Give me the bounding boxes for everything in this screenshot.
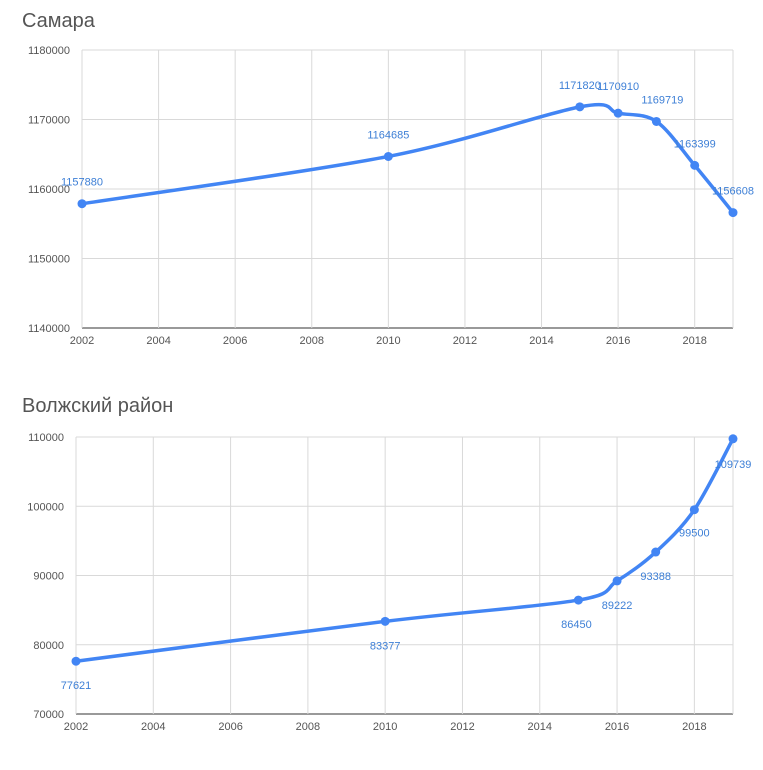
y-tick-label: 70000 <box>33 709 64 721</box>
y-tick-label: 1180000 <box>28 45 70 57</box>
x-tick-label: 2014 <box>528 721 552 733</box>
data-label: 1164685 <box>367 129 409 141</box>
data-point[interactable] <box>380 616 390 626</box>
x-tick-label: 2004 <box>146 335 170 347</box>
x-tick-label: 2018 <box>682 335 706 347</box>
data-label: 83377 <box>370 640 401 652</box>
data-label: 1156608 <box>712 186 754 198</box>
y-tick-label: 110000 <box>28 432 64 444</box>
x-tick-label: 2010 <box>376 335 400 347</box>
y-tick-label: 1170000 <box>28 115 70 127</box>
series-line <box>80 102 735 215</box>
x-tick-label: 2006 <box>223 335 247 347</box>
x-tick-label: 2002 <box>70 335 94 347</box>
x-tick-label: 2010 <box>373 721 397 733</box>
data-point[interactable] <box>612 576 622 586</box>
data-point[interactable] <box>613 108 623 118</box>
y-tick-label: 100000 <box>27 501 64 513</box>
x-tick-label: 2018 <box>682 721 706 733</box>
y-tick-label: 1160000 <box>28 184 70 196</box>
x-tick-label: 2012 <box>453 335 477 347</box>
x-tick-label: 2004 <box>141 721 165 733</box>
chart-samara: Самара 1140000 1150000 1160000 1170000 11800… <box>0 0 763 380</box>
data-label: 1170910 <box>597 81 639 93</box>
data-point[interactable] <box>71 656 81 666</box>
x-tick-label: 2008 <box>296 721 320 733</box>
data-point[interactable] <box>575 102 585 112</box>
data-label: 1157880 <box>61 177 103 189</box>
chart-title: Волжский район <box>22 395 174 417</box>
data-label: 99500 <box>679 528 710 540</box>
data-label: 89222 <box>602 600 633 612</box>
x-tick-label: 2016 <box>605 721 629 733</box>
data-label: 109739 <box>715 459 752 471</box>
chart-samara-plot: 1140000 1150000 1160000 1170000 1180000 2002 2… <box>28 45 754 347</box>
series-line <box>74 437 735 663</box>
data-label: 93388 <box>640 571 671 583</box>
data-point[interactable] <box>689 505 699 515</box>
y-tick-label: 1140000 <box>28 323 70 335</box>
data-point[interactable] <box>77 199 87 209</box>
y-tick-label: 1150000 <box>28 254 70 266</box>
x-tick-label: 2008 <box>300 335 324 347</box>
y-tick-label: 90000 <box>33 571 64 583</box>
data-label: 86450 <box>561 619 592 631</box>
data-point[interactable] <box>651 116 661 126</box>
x-tick-label: 2012 <box>450 721 474 733</box>
data-point[interactable] <box>690 160 700 170</box>
data-label: 1169719 <box>641 94 683 106</box>
data-point[interactable] <box>728 208 738 218</box>
x-tick-label: 2006 <box>218 721 242 733</box>
y-tick-label: 80000 <box>33 640 64 652</box>
chart-volzhsky: Волжский район 70000 80000 90000 100000 1100… <box>0 385 763 770</box>
data-point[interactable] <box>383 151 393 161</box>
data-label: 1163399 <box>674 138 716 150</box>
x-tick-label: 2016 <box>606 335 630 347</box>
chart-title: Самара <box>22 10 95 32</box>
chart-volzhsky-plot: 70000 80000 90000 100000 110000 2002 2004 2006 2… <box>27 432 752 733</box>
data-point[interactable] <box>573 595 583 605</box>
x-tick-label: 2002 <box>64 721 88 733</box>
data-point[interactable] <box>651 547 661 557</box>
data-label: 77621 <box>61 680 92 692</box>
x-tick-label: 2014 <box>529 335 553 347</box>
data-point[interactable] <box>728 434 738 444</box>
data-label: 1171820 <box>559 80 601 92</box>
